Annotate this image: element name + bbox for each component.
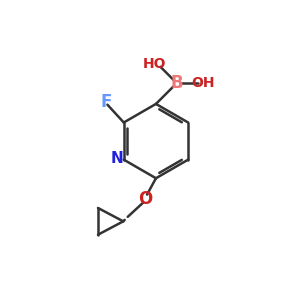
Text: F: F [100, 93, 112, 111]
Text: HO: HO [143, 57, 166, 71]
Text: N: N [111, 151, 124, 166]
Text: OH: OH [192, 76, 215, 90]
Text: O: O [138, 190, 153, 208]
Text: B: B [170, 74, 183, 92]
